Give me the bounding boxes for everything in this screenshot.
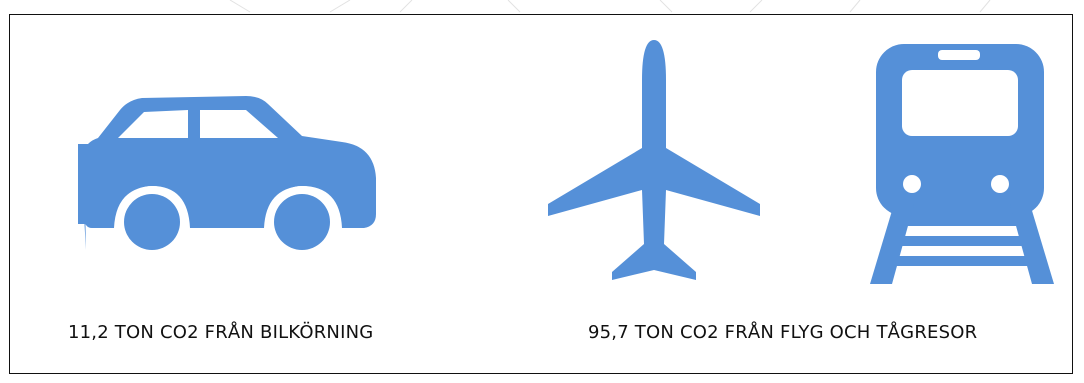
car-emissions-caption: 11,2 TON CO2 FRÅN BILKÖRNING	[68, 322, 374, 343]
train-icon	[870, 44, 1054, 284]
travel-emissions-caption: 95,7 TON CO2 FRÅN FLYG OCH TÅGRESOR	[588, 322, 978, 343]
airplane-icon	[548, 40, 760, 280]
car-icon	[78, 96, 376, 250]
